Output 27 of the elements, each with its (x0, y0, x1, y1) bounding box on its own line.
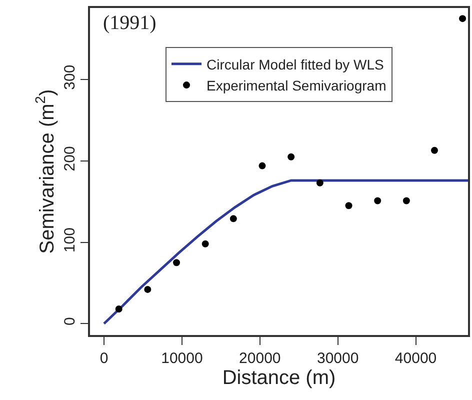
point (115, 305, 122, 312)
x-tick-label: 20000 (239, 350, 281, 367)
x-tick-label: 40000 (394, 350, 437, 367)
legend-label: Circular Model fitted by WLS (206, 56, 384, 72)
point (430, 146, 438, 154)
point (345, 202, 352, 210)
line-series (102, 179, 468, 325)
y-tick-label: 0 (61, 317, 78, 326)
point (258, 162, 266, 170)
x-axis-title: Distance (m) (222, 366, 336, 389)
point (374, 197, 382, 204)
legend-label: Experimental Semivariogram (206, 78, 386, 94)
y-tick-label: 100 (61, 228, 78, 253)
y-tick-label: 300 (61, 64, 78, 90)
point (173, 259, 180, 266)
point (402, 197, 410, 204)
y-tick-label: 200 (61, 146, 78, 172)
point (288, 153, 295, 160)
x-tick-label: 10000 (161, 350, 203, 367)
x-tick-label: 0 (100, 350, 108, 367)
point (230, 215, 237, 222)
point (144, 286, 152, 293)
point (459, 15, 466, 22)
chart-title: (1991) (103, 12, 156, 34)
point (202, 240, 209, 248)
point (316, 179, 324, 186)
x-tick-label: 30000 (316, 350, 359, 367)
